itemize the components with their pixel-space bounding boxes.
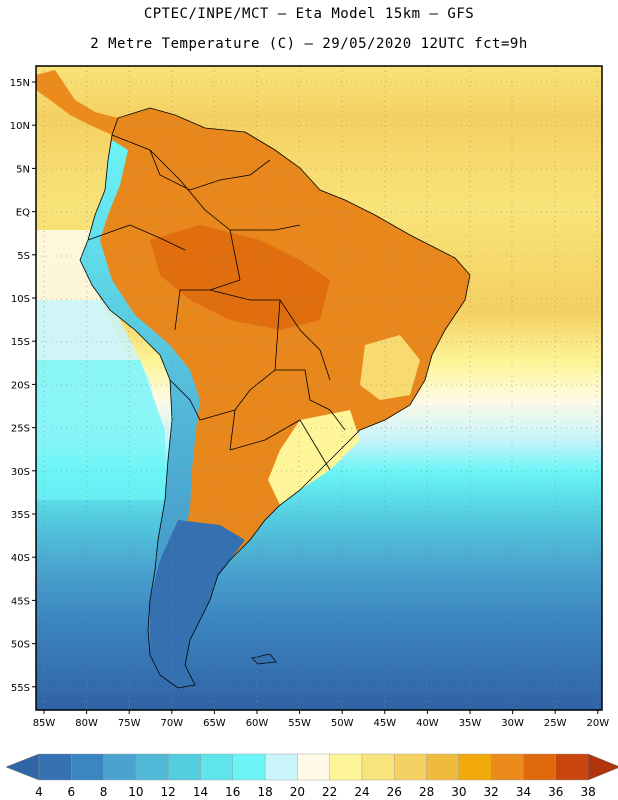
colorbar-right-arrow: [587, 753, 618, 781]
patagonia-cold: [150, 520, 245, 688]
amazon-warm: [150, 225, 330, 330]
lat-label: 15N: [10, 78, 30, 89]
colorbar-swatch: [523, 753, 556, 781]
colorbar-swatch: [394, 753, 427, 781]
colorbar-label: 4: [35, 785, 43, 799]
colorbar-swatch: [555, 753, 589, 781]
colorbar-label: 38: [580, 785, 595, 799]
colorbar-label: 32: [484, 785, 499, 799]
colorbar-swatch: [264, 753, 298, 781]
lon-label: 45W: [373, 718, 396, 729]
colorbar-label: 14: [193, 785, 208, 799]
lat-label: 10S: [11, 294, 30, 305]
country-borders: [79, 107, 471, 689]
south-brazil-pale: [268, 410, 360, 505]
falkland-islands: [251, 653, 277, 665]
colorbar-label: 36: [548, 785, 563, 799]
plot-frame: [35, 65, 603, 711]
lon-label: 50W: [331, 718, 354, 729]
lon-label: 40W: [416, 718, 439, 729]
lon-label: 60W: [246, 718, 269, 729]
colorbar-label: 12: [161, 785, 176, 799]
lon-label: 85W: [33, 718, 56, 729]
colorbar-swatch: [38, 753, 72, 781]
lat-label: 40S: [11, 553, 30, 564]
central-america-land: [36, 70, 118, 135]
lat-label: 50S: [11, 640, 30, 651]
colorbar-swatch: [71, 753, 104, 781]
colorbar-label: 18: [257, 785, 272, 799]
lat-label: 20S: [11, 380, 30, 391]
colorbar-swatch: [426, 753, 460, 781]
colorbar-swatch: [232, 753, 266, 781]
lat-label: 55S: [11, 683, 30, 694]
lon-label: 70W: [160, 718, 183, 729]
colorbar-swatch: [200, 753, 233, 781]
lat-label: 15S: [11, 337, 30, 348]
lat-label: EQ: [16, 208, 30, 219]
lon-label: 75W: [118, 718, 141, 729]
lon-label: 25W: [544, 718, 567, 729]
latitude-axis: 15N 10N 5N EQ 5S 10S 15S 20S 25S 30S 35S 40S 45S 50S 5…: [10, 78, 36, 694]
colorbar-label: 34: [516, 785, 531, 799]
lat-label: 5S: [17, 251, 30, 262]
lon-label: 35W: [459, 718, 482, 729]
lat-label: 5N: [16, 164, 30, 175]
colorbar-swatch: [361, 753, 395, 781]
colorbar-swatch: [458, 753, 492, 781]
colorbar-swatch: [491, 753, 524, 781]
colorbar-swatch: [297, 753, 330, 781]
colorbar-label: 10: [128, 785, 143, 799]
southeast-cool-patch: [360, 335, 420, 400]
colorbar-swatch: [167, 753, 201, 781]
colorbar-label: 16: [225, 785, 240, 799]
lat-label: 10N: [10, 121, 30, 132]
colorbar-swatch: [103, 753, 137, 781]
lon-label: 30W: [501, 718, 524, 729]
lat-label: 35S: [11, 510, 30, 521]
chart-title-line-1: CPTEC/INPE/MCT – Eta Model 15km – GFS: [143, 6, 475, 22]
colorbar-label: 28: [419, 785, 434, 799]
colorbar: 4 6 8 10 12 14 16 18 20 22 24 26 28 30 32 34 36 38: [5, 753, 618, 799]
lon-label: 20W: [586, 718, 609, 729]
colorbar-left-arrow: [5, 753, 40, 781]
colorbar-label: 30: [451, 785, 466, 799]
lon-label: 65W: [203, 718, 226, 729]
colorbar-label: 22: [322, 785, 337, 799]
lat-label: 30S: [11, 467, 30, 478]
longitude-axis: 85W 80W 75W 70W 65W 60W 55W 50W 45W 40W 35W 30W 25W 2…: [33, 710, 609, 729]
colorbar-label: 26: [387, 785, 402, 799]
chart-title-line-2: 2 Metre Temperature (C) – 29/05/2020 12U…: [90, 36, 528, 52]
lon-label: 55W: [288, 718, 311, 729]
lat-label: 45S: [11, 596, 30, 607]
colorbar-swatch: [135, 753, 169, 781]
colorbar-label: 6: [67, 785, 75, 799]
colorbar-label: 20: [290, 785, 305, 799]
lat-label: 25S: [11, 424, 30, 435]
colorbar-label: 24: [354, 785, 369, 799]
colorbar-label: 8: [100, 785, 108, 799]
lon-label: 80W: [75, 718, 98, 729]
colorbar-swatch: [329, 753, 363, 781]
pacific-cool-band-3: [36, 360, 165, 500]
